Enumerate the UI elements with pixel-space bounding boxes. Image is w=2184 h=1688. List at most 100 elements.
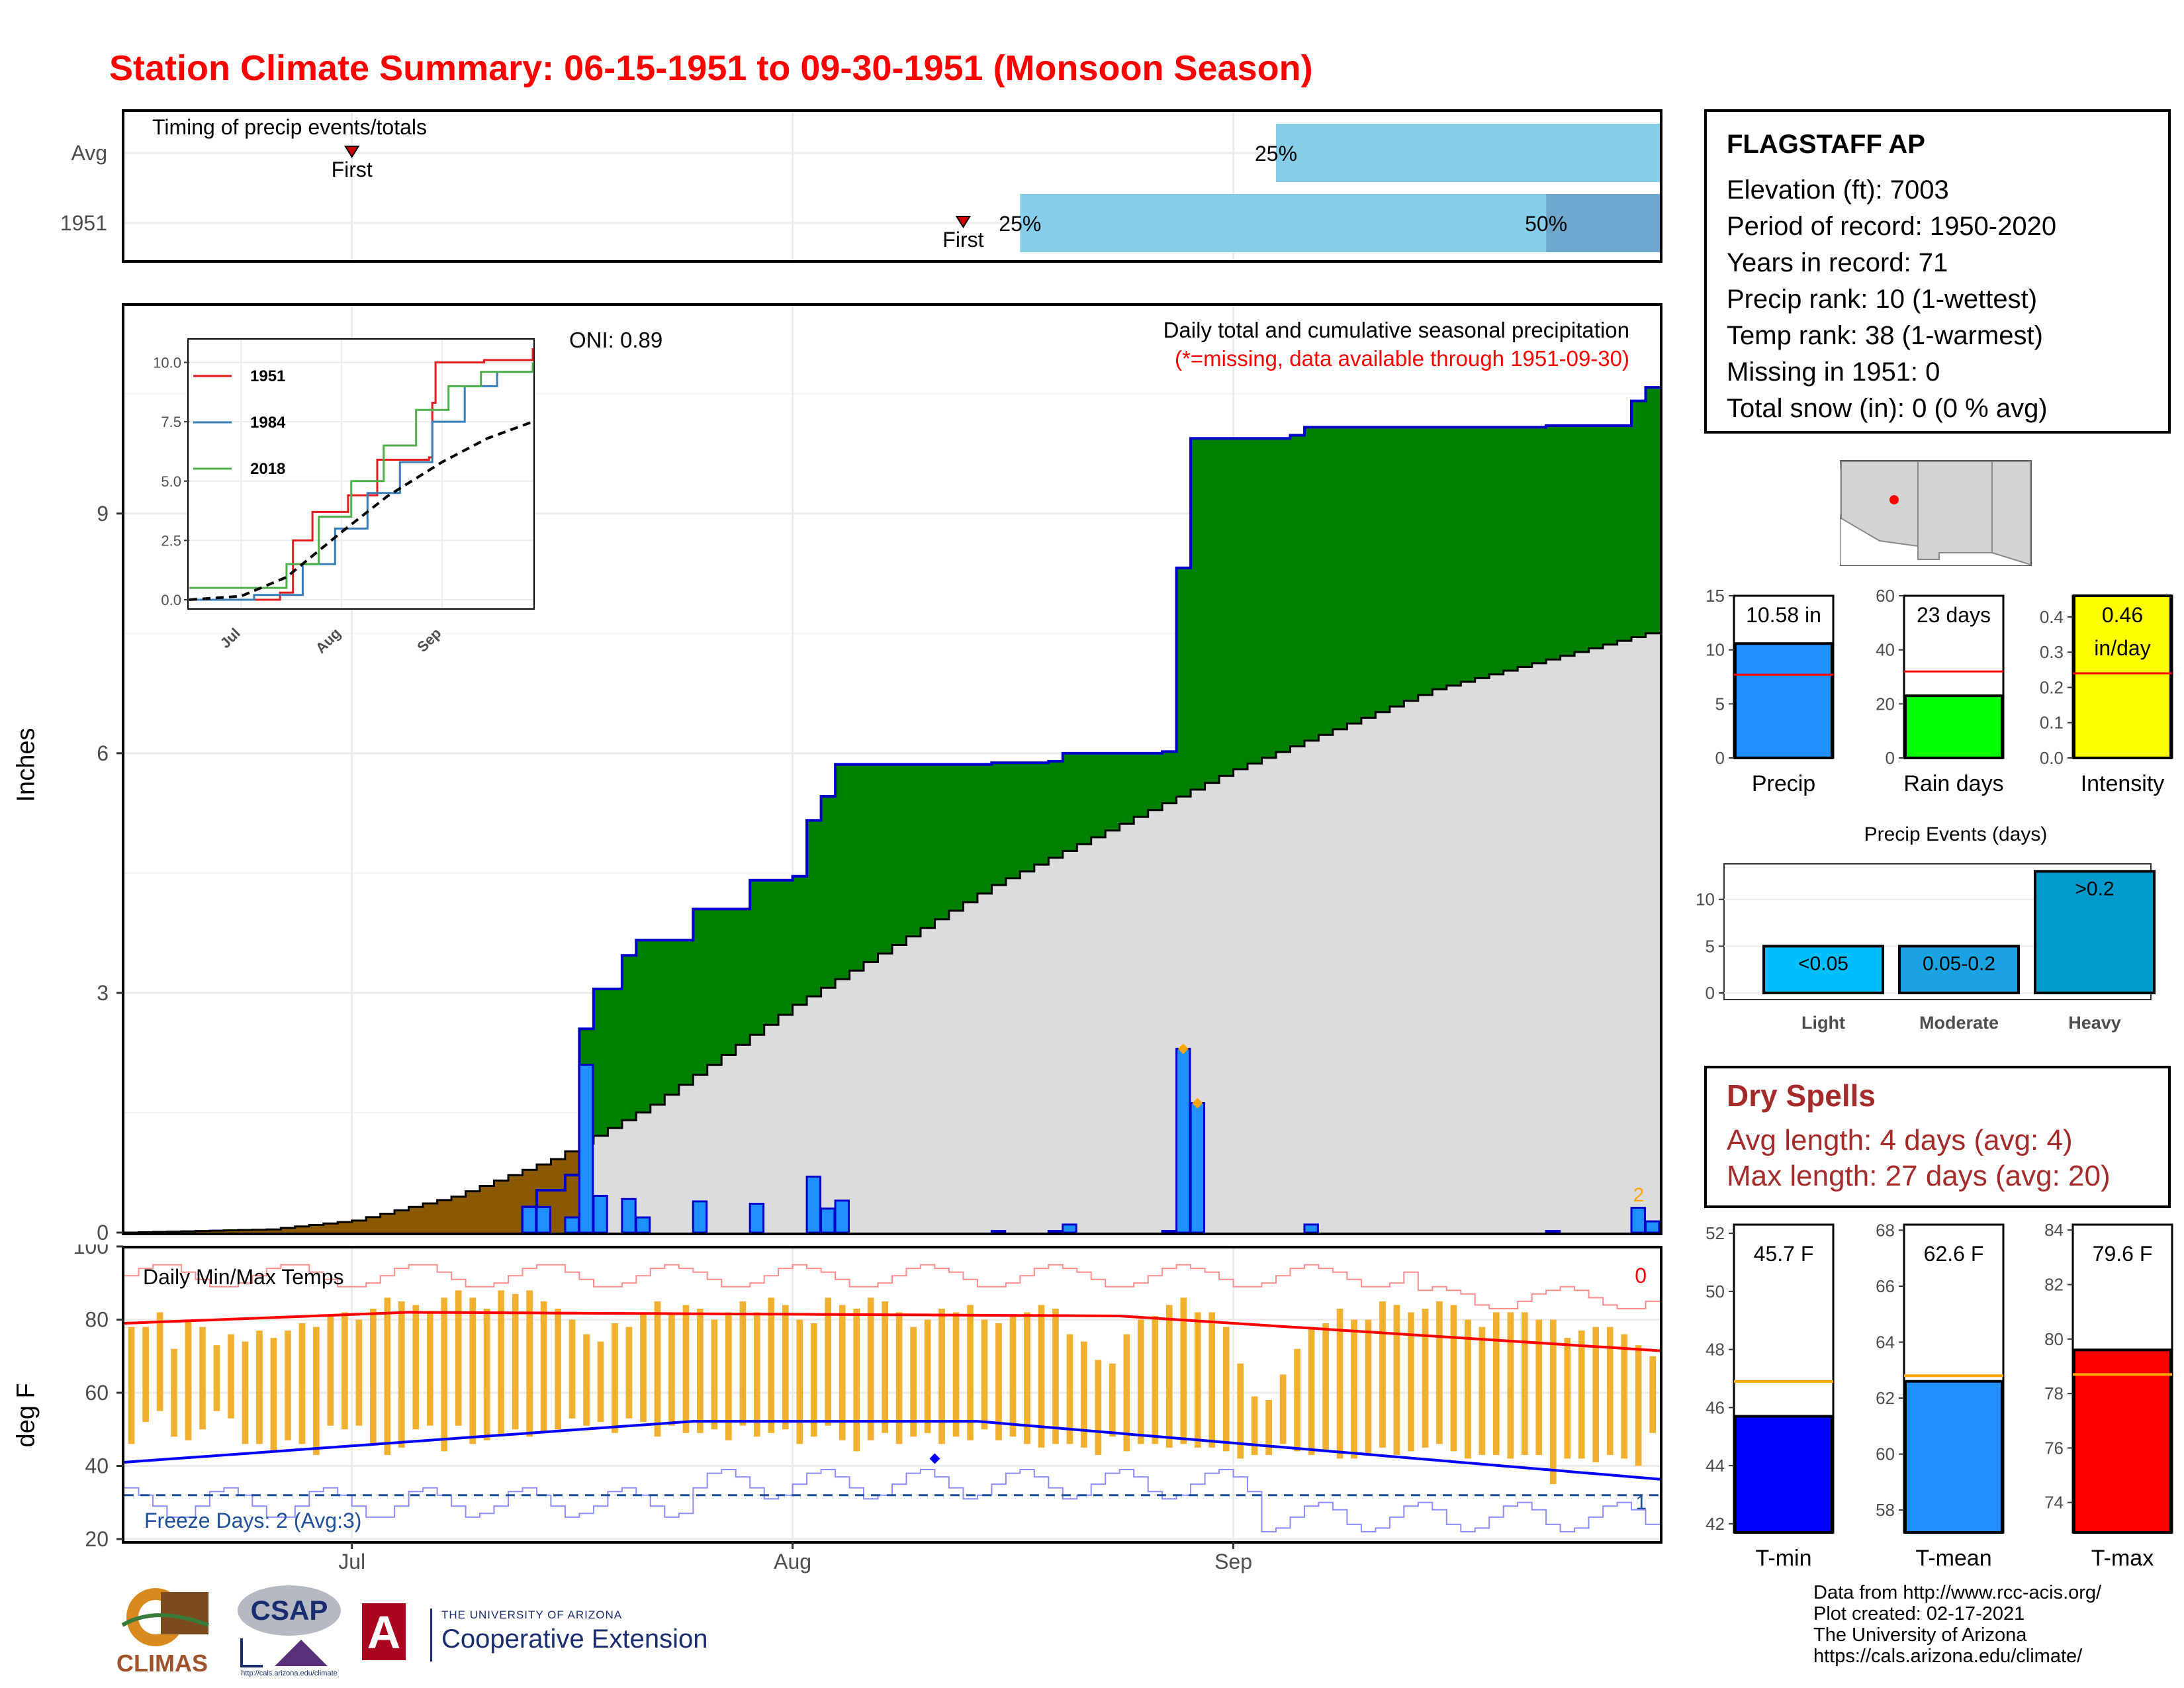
events-category-label: Heavy — [2068, 1013, 2121, 1033]
summary-tick-label: 10 — [1706, 640, 1725, 660]
daily-temp-range-bar — [1265, 1400, 1272, 1455]
daily-temp-range-bar — [967, 1305, 974, 1440]
daily-temp-range-bar — [1436, 1301, 1443, 1444]
daily-temp-range-bar — [1493, 1312, 1500, 1455]
daily-precip-bar — [749, 1203, 765, 1234]
temp-summary-tick-label: 68 — [1876, 1220, 1895, 1240]
daily-precip-bar — [820, 1207, 836, 1234]
summary-bar-Rain days — [1904, 694, 2003, 759]
station-name: FLAGSTAFF AP — [1727, 130, 1925, 159]
daily-precip-bar — [1630, 1207, 1646, 1234]
inset-x-tick-label: Sep — [414, 625, 444, 655]
daily-temp-range-bar — [369, 1308, 377, 1444]
avg-min-line — [124, 1420, 1661, 1481]
station-elevation: Elevation (ft): 7003 — [1727, 175, 1949, 205]
dry-spells-title: Dry Spells — [1727, 1078, 1876, 1113]
daily-temp-range-bar — [938, 1308, 945, 1444]
credit-url: https://cals.arizona.edu/climate/ — [1813, 1646, 2083, 1667]
daily-temp-range-bar — [782, 1305, 789, 1430]
summary-value-label-Intensity: 0.46 — [2102, 603, 2143, 627]
daily-temp-range-bar — [526, 1290, 533, 1437]
events-bar-Moderate — [1898, 945, 2020, 994]
daily-temp-range-bar — [612, 1323, 618, 1433]
daily-temp-range-bar — [1351, 1319, 1357, 1459]
daily-temp-range-bar — [768, 1297, 775, 1433]
daily-temp-range-bar — [668, 1312, 675, 1426]
daily-temp-range-bar — [1564, 1338, 1571, 1459]
temp-summary-value-T-mean: 62.6 F — [1924, 1242, 1984, 1266]
inset-series-1984 — [189, 365, 534, 601]
summary-tick-label: 0.1 — [2040, 713, 2064, 733]
temp-summary-tick-label: 82 — [2044, 1275, 2064, 1295]
inset-legend-label: 1951 — [250, 367, 285, 385]
summary-tick-label: 0 — [1886, 748, 1895, 768]
temp-x-tick-label: Sep — [1214, 1550, 1252, 1573]
climas-logo: CLIMAS — [109, 1579, 215, 1678]
daily-temp-range-bar — [242, 1341, 249, 1444]
daily-temp-range-bar — [1095, 1360, 1102, 1455]
daily-temp-range-bar — [839, 1305, 846, 1440]
daily-temp-range-bar — [1649, 1356, 1656, 1433]
daily-temp-range-bar — [199, 1327, 206, 1430]
daily-precip-bar — [564, 1216, 580, 1234]
daily-temp-range-bar — [469, 1297, 477, 1444]
timing-q25-label: 25% — [999, 212, 1041, 236]
temp-y-axis-label: deg F — [12, 1383, 40, 1448]
temp-content — [124, 1264, 1661, 1532]
timing-q25-label: 25% — [1255, 142, 1297, 165]
temp-summary-bar-T-mean — [1904, 1380, 2003, 1534]
timing-first-marker — [343, 146, 360, 158]
daily-temp-range-bar — [882, 1301, 888, 1433]
svg-text:CLIMAS: CLIMAS — [116, 1650, 208, 1677]
daily-temp-range-bar — [1180, 1297, 1187, 1444]
inset-frame — [187, 338, 535, 610]
station-snow: Total snow (in): 0 (0 % avg) — [1727, 394, 2048, 423]
events-bar-label: 0.05-0.2 — [1923, 953, 1995, 974]
summary-value-label-Rain days: 23 days — [1917, 603, 1991, 627]
events-bar-Light — [1762, 945, 1884, 994]
temp-summary-tick-label: 74 — [2044, 1493, 2064, 1513]
temp-chart: 20 40 60 80 100 Jul Aug Sep Daily Min/Max Temp… — [73, 1244, 1662, 1573]
daily-temp-range-bar — [213, 1345, 220, 1411]
station-info-box: FLAGSTAFF AP Elevation (ft): 7003 Period… — [1704, 109, 2171, 434]
precip-y-ticks: 0 3 6 9 — [97, 502, 123, 1244]
daily-precip-bar — [834, 1199, 850, 1234]
timing-first-label: First — [942, 228, 983, 252]
daily-temp-range-bar — [1222, 1327, 1230, 1452]
daily-temp-range-bar — [1294, 1348, 1300, 1452]
credit-university: The University of Arizona — [1813, 1624, 2027, 1646]
freeze-days-label: Freeze Days: 2 (Avg:3) — [144, 1509, 361, 1532]
daily-temp-range-bar — [895, 1312, 903, 1444]
daily-temp-range-bar — [753, 1312, 760, 1437]
daily-temp-range-bar — [1052, 1308, 1059, 1444]
summary-value-label-Intensity: in/day — [2094, 636, 2150, 660]
daily-precip-bar — [1645, 1220, 1661, 1234]
temp-x-tick-label: Jul — [338, 1550, 365, 1573]
precip-y-tick-label: 9 — [97, 502, 109, 526]
summary-tick-label: 0.3 — [2040, 642, 2064, 662]
daily-temp-range-bar — [142, 1327, 149, 1423]
daily-precip-bar — [635, 1216, 651, 1234]
temp-summary-tick-label: 78 — [2044, 1383, 2064, 1403]
daily-temp-range-bar — [426, 1312, 433, 1426]
temp-x-tick-label: Aug — [774, 1550, 811, 1573]
daily-temp-range-bar — [1535, 1319, 1543, 1455]
cumulative-1951-line — [521, 386, 1660, 1233]
precip-frame — [122, 303, 1662, 1235]
timing-frame — [122, 109, 1662, 263]
record-min-line — [124, 1469, 1660, 1532]
timing-chart: 25%50%75%FirstLast25%50%75%FirstLast Tim… — [60, 109, 1662, 263]
daily-temp-range-bar — [1208, 1312, 1216, 1448]
summary-tick-label: 60 — [1876, 586, 1895, 606]
record-max-line — [124, 1264, 1660, 1309]
events-category-label: Moderate — [1919, 1013, 1999, 1033]
daily-precip-bar — [1303, 1223, 1319, 1234]
temp-y-ticks: 20 40 60 80 100 — [73, 1244, 123, 1551]
daily-temp-range-bar — [1379, 1301, 1386, 1448]
precip-y-axis-label: Inches — [12, 727, 40, 802]
daily-precip-bar — [1175, 1047, 1191, 1234]
temp-summary-bar-T-max — [2073, 1348, 2172, 1534]
daily-temp-range-bar — [341, 1312, 348, 1430]
svg-text:CSAP: CSAP — [251, 1595, 328, 1626]
temp-summary-axis-label-T-mean: T-mean — [1915, 1546, 1991, 1571]
